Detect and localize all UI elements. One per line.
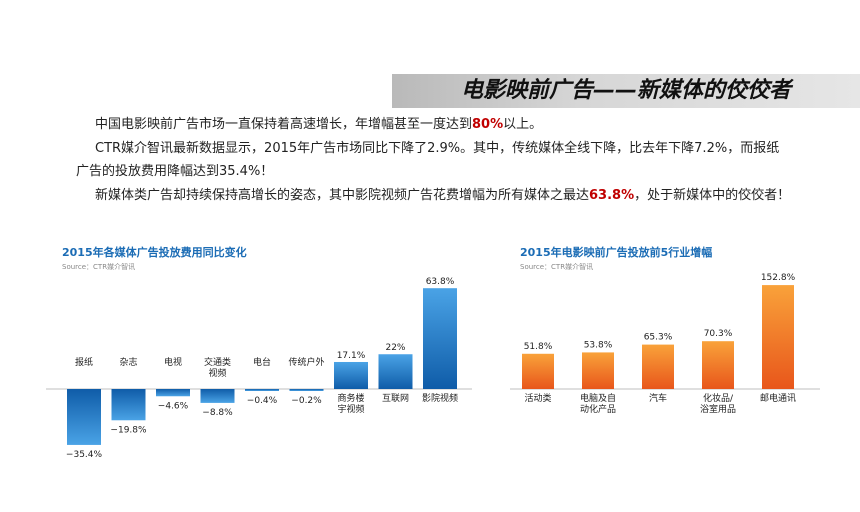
category-label-5: 邮电通讯 [760,392,796,404]
value-label-5: 152.8% [761,273,796,283]
category-label-6: 传统户外 [288,356,324,368]
value-label-1: 51.8% [524,342,553,352]
bar-2 [582,352,614,389]
bar-5 [762,285,794,389]
category-label-3: 汽车 [649,392,667,404]
left-chart-source: Source：CTR媒介智讯 [62,263,136,271]
value-label-9: 63.8% [426,277,455,287]
value-label-4: −8.8% [202,408,233,418]
bar-9 [423,288,457,389]
value-label-1: −35.4% [66,450,103,460]
category-label-2: 电脑及自动化产品 [580,392,616,415]
paragraph-3-end: ，处于新媒体中的佼佼者！ [634,188,791,203]
category-label-2: 杂志 [119,356,137,368]
paragraph-1-text: 中国电影映前广告市场一直保持着高速增长，年增幅甚至一度达到 [95,117,473,132]
value-label-3: −4.6% [158,401,189,411]
category-label-1: 活动类 [524,392,551,404]
paragraph-1: 中国电影映前广告市场一直保持着高速增长，年增幅甚至一度达到80%以上。 [95,116,542,134]
category-label-4: 交通类视频 [204,356,231,379]
bar-8 [378,354,413,389]
industry-growth-chart: 51.8% 活动类 53.8% 电脑及自动化产品 65.3% 汽车 70.3% 化妆品/浴室用… [510,273,820,415]
bar-3 [156,389,190,397]
value-label-8: 22% [385,343,405,353]
value-label-4: 70.3% [704,329,733,339]
paragraph-2: CTR媒介智讯最新数据显示，2015年广告市场同比下降了2.9%。其中，传统媒体… [95,141,780,156]
bar-5 [245,389,279,391]
paragraph-1-highlight: 80% [472,117,504,132]
bar-6 [289,389,324,391]
value-label-5: −0.4% [247,396,278,406]
value-label-2: −19.8% [110,425,147,435]
category-label-7: 商务楼宇视频 [337,392,364,415]
right-chart-title: 2015年电影映前广告投放前5行业增幅 [520,246,713,259]
value-label-3: 65.3% [644,333,673,343]
paragraph-3-text: 新媒体类广告却持续保持高增长的姿态，其中影院视频广告花费增幅为所有媒体之最达 [95,188,590,203]
category-label-5: 电台 [253,356,271,368]
bar-7 [334,361,368,389]
bar-1 [67,389,101,445]
bar-3 [642,344,674,389]
category-label-8: 互联网 [382,393,409,404]
category-label-1: 报纸 [75,356,93,368]
bar-4 [702,341,734,389]
category-label-4: 化妆品/浴室用品 [700,392,736,415]
paragraph-1-end: 以上。 [503,117,543,132]
value-label-7: 17.1% [337,351,366,361]
value-label-2: 53.8% [584,340,613,350]
media-change-chart: −35.4% 报纸 −19.8% 杂志 −4.6% 电视 −8.8% 交通类视频 −0.4% 电台… [46,277,472,460]
bar-2 [111,389,146,421]
left-chart-title: 2015年各媒体广告投放费用同比变化 [62,246,247,259]
paragraph-3: 新媒体类广告却持续保持高增长的姿态，其中影院视频广告花费增幅为所有媒体之最达63… [95,187,790,205]
paragraph-2-continued: 广告的投放费用降幅达到35.4%！ [76,164,274,179]
title-banner: 电影映前广告——新媒体的佼佼者 [392,74,860,108]
paragraph-3-highlight: 63.8% [589,188,635,203]
banner-title: 电影映前广告——新媒体的佼佼者 [460,78,791,103]
category-label-9: 影院视频 [422,392,458,404]
category-label-3: 电视 [164,356,182,368]
bar-1 [522,353,554,389]
right-chart-source: Source：CTR媒介智讯 [520,263,594,271]
value-label-6: −0.2% [291,396,322,406]
bar-4 [200,389,235,403]
